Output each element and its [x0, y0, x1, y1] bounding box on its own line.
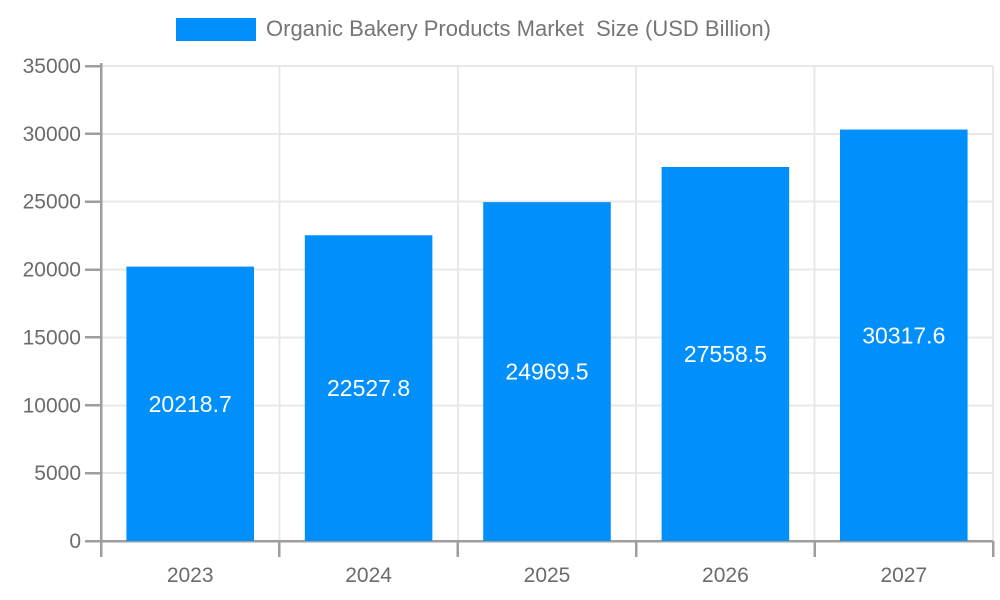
bar[interactable]: [304, 235, 433, 541]
x-axis-tick-label: 2023: [167, 564, 214, 587]
bar-value-label: 22527.8: [327, 375, 410, 401]
y-axis-tick-label: 0: [69, 530, 81, 553]
y-axis-tick-label: 5000: [34, 462, 81, 485]
y-axis-tick-label: 20000: [23, 259, 81, 282]
bar[interactable]: [661, 166, 790, 541]
bar[interactable]: [126, 266, 254, 541]
bar[interactable]: [840, 129, 968, 541]
y-axis-tick-label: 15000: [23, 326, 81, 349]
x-axis-tick-label: 2025: [524, 564, 571, 587]
bar-value-label: 20218.7: [149, 391, 232, 417]
y-axis-tick-label: 35000: [23, 55, 81, 78]
legend-swatch: [176, 17, 256, 41]
legend-label: Organic Bakery Products Market Size (USD…: [266, 16, 771, 41]
legend-item[interactable]: Organic Bakery Products Market Size (USD…: [176, 16, 771, 41]
y-axis-tick-label: 10000: [23, 394, 81, 417]
bar-value-label: 30317.6: [862, 322, 945, 348]
x-axis-tick-label: 2024: [345, 564, 392, 587]
y-axis-tick-label: 30000: [23, 123, 81, 146]
bar-value-label: 24969.5: [505, 359, 588, 385]
y-axis-tick-label: 25000: [23, 191, 81, 214]
x-axis-tick-label: 2027: [880, 564, 927, 587]
bar-value-label: 27558.5: [684, 341, 767, 367]
x-axis-tick-label: 2026: [702, 564, 749, 587]
bar[interactable]: [483, 202, 611, 541]
